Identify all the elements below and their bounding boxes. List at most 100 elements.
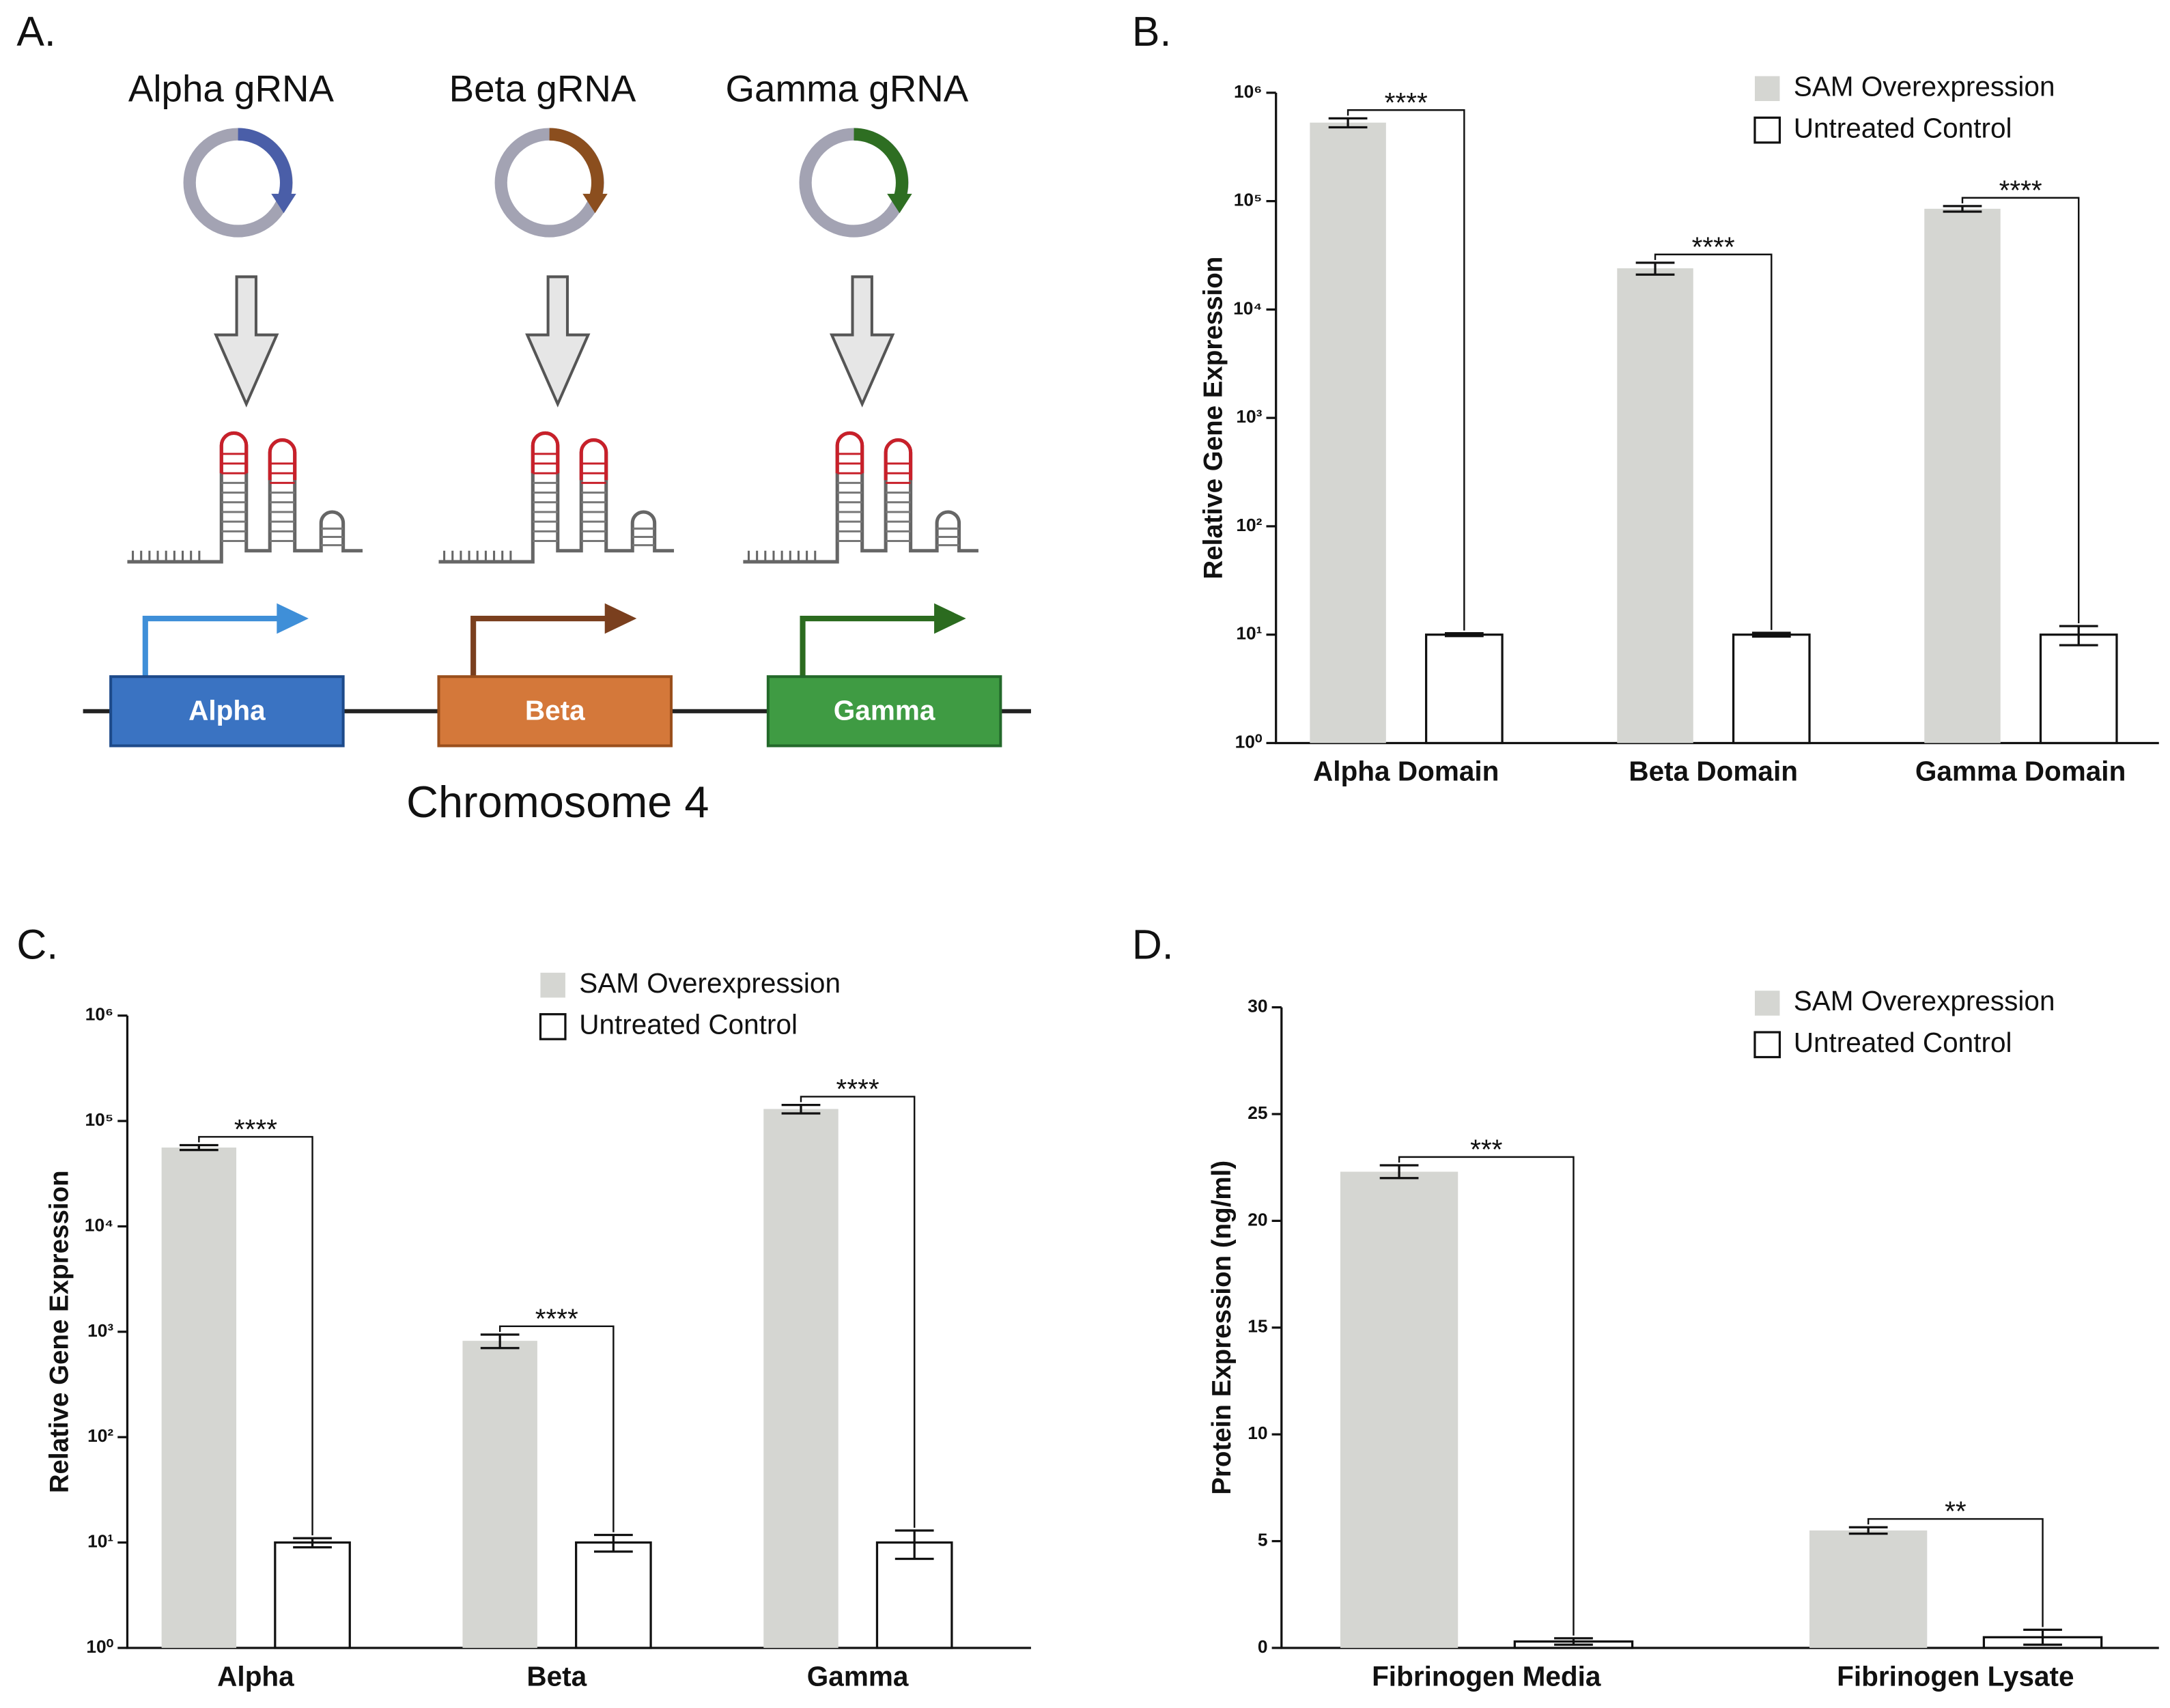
error-bar <box>1444 632 1484 638</box>
gene-unit: Gamma <box>766 603 1002 748</box>
bar <box>462 1341 537 1648</box>
grna-label: Beta gRNA <box>449 67 636 109</box>
error-bar <box>179 1143 219 1152</box>
grna-label: Gamma gRNA <box>726 67 969 109</box>
significance-label: **** <box>1692 231 1735 262</box>
gene-box <box>766 675 1002 748</box>
legend-label: Untreated Control <box>1794 112 2012 143</box>
bar <box>575 1541 652 1649</box>
plasmid-arc <box>854 128 909 200</box>
significance-bracket <box>498 1325 615 1533</box>
panel-label: C. <box>16 921 58 967</box>
grna-loop <box>219 431 297 481</box>
legend-label: SAM Overexpression <box>1794 985 2055 1016</box>
y-tick-label: 10³ <box>87 1320 113 1341</box>
bar <box>1310 122 1386 743</box>
significance-label: **** <box>535 1303 578 1334</box>
gene-label: Alpha <box>188 695 266 726</box>
x-tick-label: Beta Domain <box>1629 756 1798 787</box>
legend-swatch <box>539 1013 567 1040</box>
legend-swatch <box>1753 116 1781 144</box>
gene-label: Gamma <box>834 695 935 726</box>
bar <box>274 1541 351 1649</box>
x-tick-label: Beta <box>526 1660 587 1692</box>
error-bar <box>1751 631 1791 638</box>
error-bar <box>894 1529 934 1561</box>
significance-bracket <box>1961 197 2080 624</box>
bar <box>875 1541 953 1649</box>
y-tick-label: 10⁶ <box>85 1004 113 1025</box>
error-bar <box>480 1333 520 1350</box>
bar <box>1617 268 1693 743</box>
y-tick-label: 25 <box>1248 1102 1267 1123</box>
error-bar <box>2059 625 2098 646</box>
bar <box>1732 634 1811 745</box>
error-bar <box>1848 1526 1888 1535</box>
y-tick-label: 10³ <box>1236 406 1262 427</box>
legend-label: Untreated Control <box>1794 1027 2012 1058</box>
significance-bracket <box>1347 109 1465 631</box>
error-bar <box>593 1533 633 1553</box>
y-tick-label: 0 <box>1258 1636 1268 1657</box>
y-tick-label: 10¹ <box>1236 623 1262 644</box>
y-tick-label: 20 <box>1248 1209 1267 1229</box>
x-tick-label: Gamma Domain <box>1915 756 2126 787</box>
panel-label: B. <box>1132 8 1171 55</box>
y-axis-label: Relative Gene Expression <box>44 1170 74 1493</box>
bar <box>763 1109 839 1648</box>
y-tick-label: 10⁵ <box>85 1109 114 1130</box>
y-tick-label: 15 <box>1248 1316 1267 1337</box>
bar <box>161 1147 237 1648</box>
error-bar <box>1554 1637 1593 1646</box>
bar <box>2039 634 2118 745</box>
significance-label: *** <box>1470 1133 1503 1165</box>
significance-bracket <box>1654 253 1773 630</box>
x-tick-label: Fibrinogen Lysate <box>1837 1660 2074 1692</box>
y-tick-label: 10 <box>1248 1423 1267 1443</box>
grna-loop <box>531 431 608 481</box>
y-tick-label: 10⁵ <box>1234 190 1263 210</box>
bar <box>1424 634 1504 745</box>
legend-label: Untreated Control <box>579 1009 798 1040</box>
chromosome-label: Chromosome 4 <box>406 777 709 827</box>
grna-unit: Beta gRNA <box>438 67 675 564</box>
x-tick-label: Alpha <box>217 1660 294 1692</box>
bar <box>1340 1171 1459 1648</box>
y-tick-label: 5 <box>1258 1530 1268 1550</box>
panel-label: D. <box>1132 921 1174 967</box>
grna-loop <box>835 431 913 481</box>
significance-label: **** <box>234 1113 277 1145</box>
error-bar <box>2023 1628 2062 1646</box>
y-tick-label: 30 <box>1248 996 1267 1016</box>
plasmid-arc <box>238 128 293 200</box>
significance-bracket <box>1398 1156 1575 1636</box>
y-tick-label: 10⁶ <box>1234 81 1262 102</box>
promoter-arrow <box>142 615 280 677</box>
y-tick-label: 10⁰ <box>86 1636 113 1657</box>
error-bar <box>1943 205 1982 213</box>
bar <box>1809 1530 1928 1648</box>
arc-head <box>582 193 608 214</box>
grna-unit: Alpha gRNA <box>127 67 363 564</box>
significance-bracket <box>1867 1518 2044 1627</box>
gene-unit: Alpha <box>109 603 345 748</box>
down-arrow <box>829 275 895 408</box>
y-tick-label: 10¹ <box>87 1531 113 1552</box>
significance-label: **** <box>1385 87 1428 118</box>
significance-bracket <box>800 1096 916 1528</box>
significance-label: ** <box>1945 1496 1967 1527</box>
significance-label: **** <box>836 1073 879 1105</box>
y-tick-label: 10⁰ <box>1235 731 1263 752</box>
x-tick-label: Gamma <box>807 1660 909 1692</box>
grna-label: Alpha gRNA <box>128 67 335 109</box>
legend-label: SAM Overexpression <box>1794 70 2055 102</box>
error-bar <box>1379 1164 1419 1180</box>
y-tick-label: 10² <box>1236 515 1262 535</box>
promoter-head <box>934 603 966 634</box>
error-bar <box>781 1103 821 1115</box>
arc-head <box>271 193 296 214</box>
panel-label: A. <box>16 8 55 55</box>
promoter-head <box>277 603 309 634</box>
